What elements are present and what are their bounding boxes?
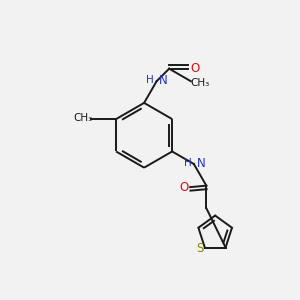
Text: CH₃: CH₃ [190, 78, 210, 88]
Text: N: N [197, 157, 206, 170]
Text: CH₃: CH₃ [73, 113, 92, 124]
Text: N: N [159, 74, 168, 87]
Text: H: H [146, 75, 154, 85]
Text: O: O [179, 181, 188, 194]
Text: S: S [196, 242, 203, 256]
Text: H: H [184, 158, 192, 168]
Text: O: O [190, 62, 200, 75]
